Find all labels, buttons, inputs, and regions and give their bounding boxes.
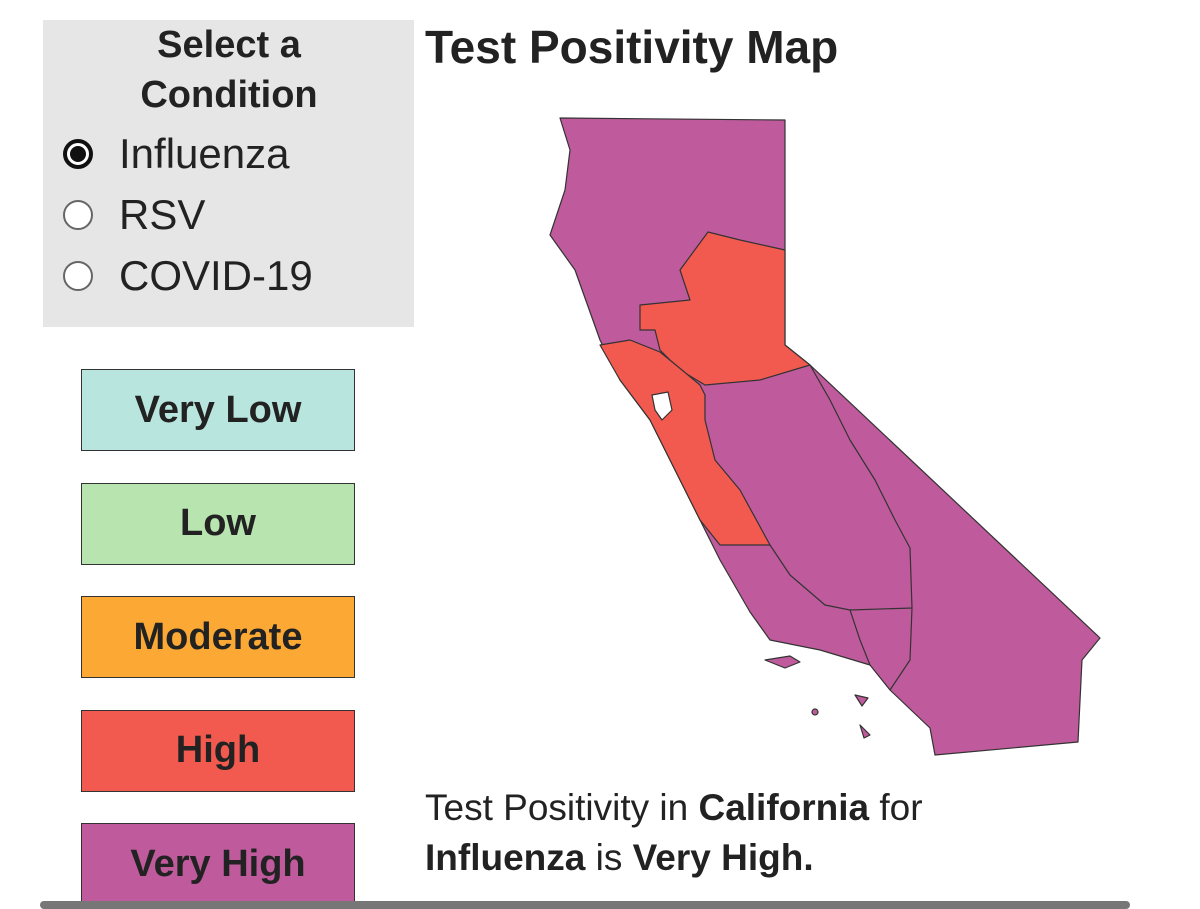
radio-button[interactable]: [63, 261, 93, 291]
island: [764, 655, 801, 669]
legend-item: Moderate: [81, 596, 355, 678]
region-sacramento: [639, 231, 811, 386]
legend-item: Low: [81, 482, 355, 565]
option-label[interactable]: COVID-19: [119, 252, 313, 299]
radio-option[interactable]: COVID-19: [63, 252, 313, 300]
region-border: [769, 364, 913, 611]
region-border: [889, 607, 913, 691]
radio-option[interactable]: Influenza: [63, 130, 289, 178]
island: [859, 724, 871, 739]
radio-button[interactable]: [63, 139, 93, 169]
caption: Test Positivity in California for Influen…: [425, 783, 1025, 883]
caption-condition: Influenza: [425, 837, 586, 878]
caption-region: California: [698, 787, 870, 828]
panel-title: Select a Condition: [140, 24, 318, 116]
caption-text: Test Positivity in: [425, 787, 689, 828]
region-border: [849, 609, 871, 666]
option-label[interactable]: RSV: [119, 191, 206, 238]
option-label[interactable]: Influenza: [119, 130, 290, 177]
island: [811, 708, 819, 716]
caption-text: for: [879, 787, 923, 828]
radio-option[interactable]: RSV: [63, 191, 205, 239]
legend-item: High: [81, 709, 355, 792]
state-outline: [549, 117, 1101, 756]
legend-item: Very High: [81, 823, 355, 905]
region-bay-area: [599, 339, 771, 546]
radio-button[interactable]: [63, 200, 93, 230]
bay-water: [651, 391, 673, 421]
map-title: Test Positivity Map: [425, 21, 839, 73]
island: [854, 694, 869, 707]
legend-item: Very Low: [81, 369, 355, 451]
caption-text: is: [595, 837, 623, 878]
condition-panel: Select a Condition Influenza RSV COVID-19: [43, 20, 414, 327]
scrollbar[interactable]: [40, 901, 1130, 909]
caption-level: Very High.: [632, 837, 814, 878]
